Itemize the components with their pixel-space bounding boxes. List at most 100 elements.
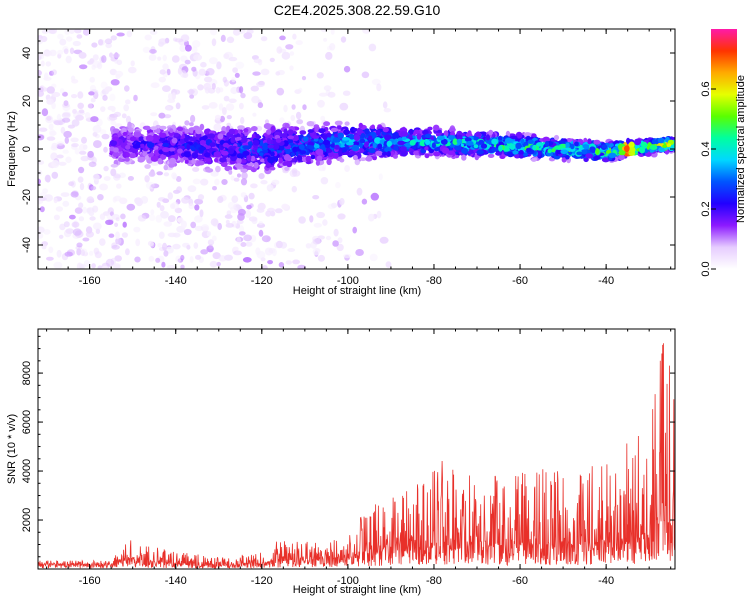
spectrogram-cell (252, 71, 261, 76)
spectrogram-cell (327, 148, 332, 153)
spectrogram-cell (283, 154, 291, 161)
spectrogram-cell (77, 91, 84, 99)
spectrogram-cell (456, 138, 463, 144)
x-tick-label: -100 (337, 275, 359, 287)
spectrogram-cell (232, 67, 239, 73)
spectrogram-cell (284, 123, 290, 129)
spectrogram-cell (110, 79, 120, 86)
spectrogram-cell (587, 138, 592, 145)
spectrogram-cell (74, 29, 82, 34)
spectrogram-cell (191, 66, 197, 72)
spectrogram-cell (177, 145, 185, 150)
spectrogram-cell (275, 240, 283, 249)
spectrogram-cell (346, 141, 354, 146)
spectrogram-cell (51, 160, 60, 168)
spectrogram-cell (88, 210, 95, 216)
spectrogram-cell (238, 231, 246, 236)
spectrogram-cell (121, 232, 128, 238)
spectrogram-cell (361, 71, 370, 79)
spectrogram-cell (88, 91, 95, 96)
spectrogram-cell (372, 142, 377, 149)
spectrogram-cell (92, 173, 100, 181)
spectrogram-cell (236, 173, 242, 178)
spectrogram-cell (252, 112, 257, 117)
spectrogram-cell (149, 30, 158, 35)
spectrogram-cell (368, 147, 376, 154)
spectrogram-cell (261, 235, 271, 243)
spectrogram-cell (243, 234, 253, 242)
spectrogram-cell (480, 143, 488, 149)
spectrogram-cell (49, 70, 54, 76)
spectrogram-cell (260, 68, 270, 76)
spectrogram-cell (282, 140, 289, 147)
spectrogram-cell (272, 143, 280, 150)
spectrogram-cell (473, 136, 478, 141)
spectrogram-cell (56, 141, 65, 146)
spectrogram-cell (180, 220, 187, 229)
spectrogram-cell (187, 185, 197, 193)
spectrogram-cell (365, 156, 373, 162)
spectrogram-cell (179, 44, 186, 52)
spectrogram-cell (274, 208, 283, 214)
spectrogram-cell (159, 205, 165, 212)
spectrogram-cell (209, 57, 218, 65)
spectrogram-cell (99, 213, 106, 220)
spectrogram-cell (93, 140, 102, 149)
spectrogram-cell (63, 100, 69, 107)
spectrogram-cell (99, 238, 106, 246)
spectrogram-cell (59, 223, 66, 231)
spectrogram-cell (651, 139, 657, 145)
spectrogram-cell (491, 138, 498, 145)
spectrogram-cell (127, 127, 134, 133)
spectrogram-cell (504, 137, 513, 144)
spectrogram-cell (243, 128, 249, 133)
spectrogram-cell (240, 242, 247, 247)
spectrogram-cell (289, 65, 294, 71)
spectrogram-cell (200, 249, 209, 255)
spectrogram-cell (192, 40, 201, 48)
spectrogram-cell (137, 214, 147, 222)
spectrogram-cell (195, 128, 203, 135)
spectrogram-cell (162, 85, 171, 92)
spectrogram-cell (201, 105, 210, 110)
spectrogram-cell (400, 146, 407, 152)
spectrogram-cell (112, 196, 117, 203)
spectrogram-cell (253, 162, 259, 169)
spectrogram-cell (194, 215, 203, 223)
spectrogram-cell (376, 210, 382, 219)
spectrogram-cell (474, 132, 482, 137)
spectrogram-cell (119, 197, 128, 205)
spectrogram-cell (242, 257, 252, 263)
spectrogram-cell (125, 152, 130, 157)
spectrogram-cell (56, 154, 64, 159)
spectrogram-cell (290, 152, 296, 157)
spectrogram-cell (461, 154, 467, 161)
spectrogram-cell (167, 192, 173, 200)
spectrogram-cell (214, 114, 221, 121)
spectrogram-cell (78, 166, 85, 174)
spectrogram-cell (162, 198, 170, 203)
spectrogram-cell (168, 93, 173, 100)
spectrogram-cell (328, 151, 334, 158)
spectrogram-cell (514, 154, 521, 159)
spectrogram-cell (66, 36, 73, 42)
spectrogram-cell (60, 126, 66, 134)
spectrogram-cell (98, 39, 104, 46)
spectrogram-cell (127, 121, 132, 129)
spectrogram-cell (214, 157, 219, 163)
spectrogram-cell (263, 123, 272, 130)
spectrogram-cell (184, 128, 189, 134)
spectrogram-cell (527, 139, 534, 144)
spectrogram-cell (169, 128, 174, 134)
spectrogram-cell (279, 117, 285, 124)
spectrogram-cell (327, 91, 336, 98)
spectrogram-cell (56, 249, 62, 258)
spectrogram-cell (49, 29, 57, 35)
spectrogram-cell (216, 61, 222, 70)
spectrogram-cell (553, 145, 562, 150)
spectrogram-cell (172, 243, 181, 250)
spectrogram-cell (246, 166, 254, 170)
spectrogram-cell (601, 144, 608, 149)
spectrogram-cell (270, 151, 275, 157)
spectrogram-cell (148, 255, 155, 262)
